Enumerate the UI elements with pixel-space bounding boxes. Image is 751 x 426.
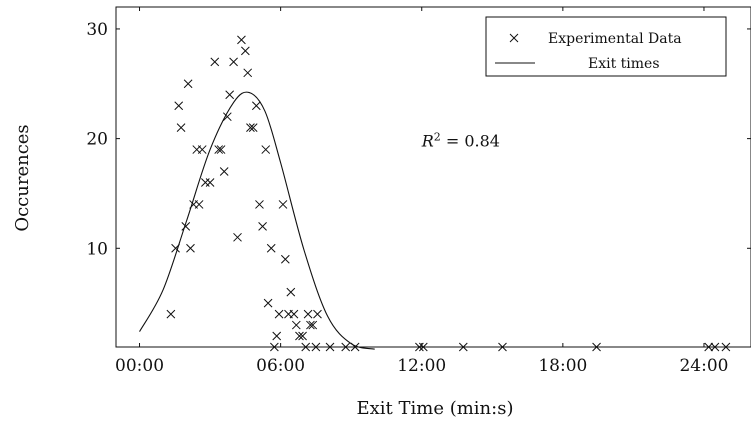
data-point-39 (289, 309, 299, 319)
data-point-20 (233, 232, 242, 242)
data-point-35 (278, 200, 288, 209)
y-tick-label-2: 30 (86, 20, 108, 40)
data-point-19 (229, 57, 238, 67)
data-point-27 (255, 200, 264, 209)
data-point-11 (201, 178, 210, 187)
legend: Experimental Data Exit times (485, 16, 727, 77)
data-point-32 (270, 342, 279, 352)
x-axis-label: Exit Time (min:s) (357, 398, 514, 419)
data-point-9 (194, 200, 204, 209)
data-point-44 (303, 309, 313, 319)
data-point-16 (219, 167, 229, 176)
data-point-52 (415, 342, 424, 352)
x-tick-label-0: 00:00 (115, 356, 164, 376)
data-point-24 (246, 123, 255, 132)
data-point-53 (418, 342, 428, 352)
data-point-0 (166, 309, 176, 319)
data-point-56 (592, 342, 601, 352)
legend-box (485, 16, 727, 77)
data-point-3 (176, 123, 186, 132)
data-point-47 (311, 342, 321, 352)
x-tick-label-2: 12:00 (397, 356, 446, 376)
legend-label-experimental: Experimental Data (548, 31, 682, 47)
y-tick-label-0: 10 (86, 239, 108, 259)
y-axis-label: Occurences (12, 124, 33, 231)
r-squared-exponent: 2 (434, 130, 441, 143)
x-tick-label-3: 18:00 (538, 356, 587, 376)
data-point-43 (301, 342, 311, 352)
plot-area (115, 6, 751, 348)
r-squared-value: = 0.84 (441, 131, 500, 150)
data-point-38 (286, 287, 296, 297)
plot-frame (115, 6, 751, 348)
data-point-54 (458, 342, 468, 352)
r-squared-annotation: R2 = 0.84 (421, 130, 500, 151)
data-point-49 (325, 342, 335, 352)
data-point-41 (295, 331, 304, 341)
data-point-17 (222, 112, 232, 122)
data-point-13 (210, 57, 220, 67)
data-point-34 (274, 309, 284, 319)
axis-ticks: 00:00 06:00 12:00 18:00 24:00 10 20 30 (86, 7, 751, 376)
x-tick-label-1: 06:00 (256, 356, 305, 376)
y-tick-label-1: 20 (86, 130, 108, 150)
data-point-10 (197, 145, 207, 154)
data-point-40 (291, 320, 301, 330)
data-point-22 (240, 46, 250, 56)
r-squared-base: R (421, 131, 434, 150)
data-point-46 (308, 320, 318, 330)
data-point-57 (704, 342, 714, 352)
legend-label-exit-times: Exit times (588, 56, 660, 72)
data-point-15 (216, 145, 226, 154)
data-point-30 (263, 298, 273, 308)
data-point-55 (498, 342, 507, 352)
data-point-29 (261, 145, 271, 154)
data-point-21 (237, 35, 246, 45)
x-tick-label-4: 24:00 (679, 356, 728, 376)
data-point-1 (171, 243, 180, 253)
data-point-14 (214, 145, 224, 154)
data-point-50 (341, 342, 351, 352)
data-layer (139, 35, 731, 352)
data-point-23 (243, 68, 253, 78)
data-point-51 (350, 342, 360, 352)
legend-marker-experimental (509, 33, 519, 43)
data-point-31 (266, 243, 276, 253)
data-point-28 (258, 222, 267, 231)
data-point-45 (306, 320, 315, 330)
data-point-42 (298, 331, 307, 341)
data-point-12 (205, 178, 215, 187)
data-point-59 (721, 342, 731, 352)
data-point-26 (251, 101, 261, 111)
data-point-58 (710, 342, 720, 352)
data-point-18 (225, 90, 235, 100)
data-point-6 (186, 243, 195, 253)
data-point-25 (248, 123, 258, 132)
data-point-33 (272, 331, 282, 341)
data-point-36 (280, 254, 290, 264)
data-point-2 (174, 101, 184, 111)
data-point-5 (183, 79, 193, 89)
data-point-48 (313, 309, 322, 319)
data-point-4 (181, 222, 191, 231)
